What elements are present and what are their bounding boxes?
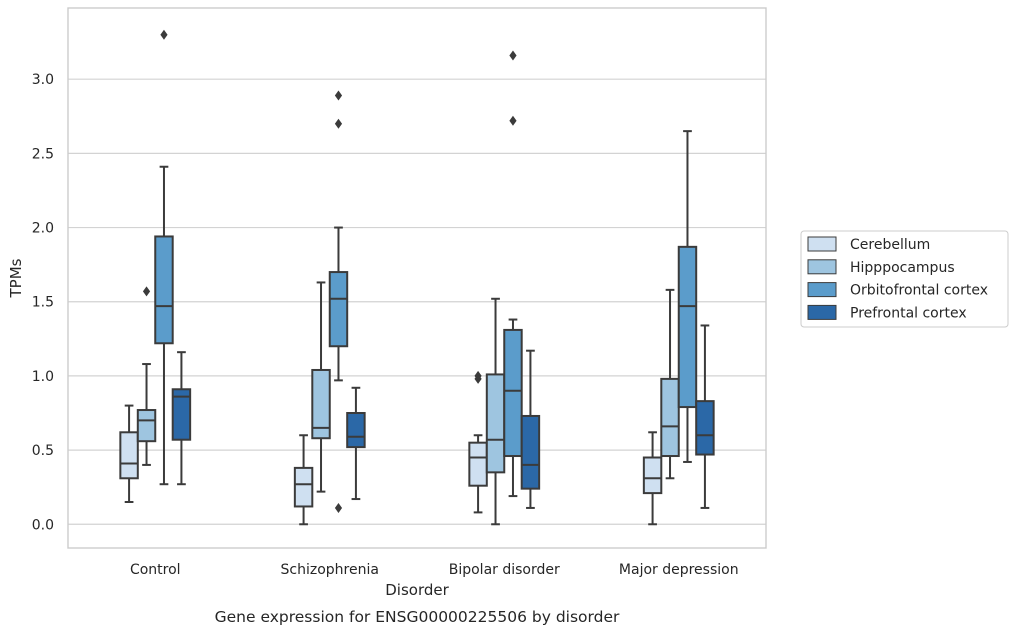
- box-body: [171, 388, 192, 441]
- box-body: [520, 414, 541, 490]
- legend-swatch: [807, 236, 837, 252]
- box-3-3: [695, 324, 715, 509]
- x-tick-label: Major depression: [619, 562, 739, 578]
- box-0-3: [642, 431, 663, 526]
- box-body: [346, 412, 366, 449]
- legend-item: Orbitofrontal cortex: [807, 282, 988, 299]
- x-axis-title: Disorder: [385, 581, 449, 599]
- x-tick-label: Schizophrenia: [281, 562, 379, 578]
- legend-swatch: [807, 259, 837, 275]
- box-1-2: [485, 297, 506, 526]
- box-body: [468, 441, 488, 487]
- outlier-point: [509, 115, 517, 126]
- legend-label: Prefrontal cortex: [850, 305, 967, 321]
- plot-area: [67, 7, 767, 549]
- y-tick-label: 0.0: [32, 517, 54, 533]
- legend-item: Cerebellum: [807, 236, 930, 253]
- box-2-3: [677, 130, 698, 463]
- y-gridlines: [68, 78, 766, 525]
- box-1-1: [311, 281, 331, 493]
- box-body: [154, 235, 174, 345]
- outlier-point: [334, 118, 343, 129]
- box-3-1: [346, 386, 366, 501]
- legend-frame: [800, 230, 1009, 328]
- y-axis-title: TPMs: [7, 258, 25, 298]
- outlier-point: [509, 50, 517, 61]
- legend-item: Prefrontal cortex: [807, 304, 967, 321]
- legend-label: Cerebellum: [850, 237, 930, 253]
- x-tick-label: Bipolar disorder: [449, 562, 560, 578]
- box-body: [503, 328, 523, 458]
- legend-item: Hipppocampus: [807, 259, 955, 276]
- outlier-point: [474, 370, 482, 381]
- box-1-0: [136, 286, 157, 466]
- y-tick-labels: 0.0 0.5 1.0 1.5 2.0 2.5 3.0: [32, 72, 54, 533]
- y-tick-label: 1.0: [32, 369, 54, 385]
- x-tick-label: Control: [130, 562, 181, 578]
- legend-label: Hipppocampus: [850, 260, 955, 276]
- outlier-point: [142, 286, 151, 297]
- box-0-0: [119, 404, 139, 504]
- box-body: [642, 456, 663, 495]
- y-tick-label: 2.0: [32, 221, 54, 237]
- box-2-2: [503, 50, 523, 498]
- box-body: [677, 245, 698, 409]
- outlier-point: [160, 29, 168, 40]
- y-tick-label: 3.0: [32, 72, 54, 88]
- box-0-1: [293, 434, 314, 526]
- legend-swatch: [807, 304, 837, 320]
- box-1-3: [660, 288, 680, 480]
- outlier-point: [334, 502, 343, 513]
- box-2-0: [154, 29, 174, 486]
- box-body: [136, 409, 157, 443]
- box-0-2: [468, 370, 488, 514]
- box-2-1: [328, 90, 349, 513]
- box-series: [119, 29, 715, 526]
- legend-swatch: [807, 282, 837, 298]
- chart-title: Gene expression for ENSG00000225506 by d…: [215, 608, 620, 626]
- box-body: [485, 373, 506, 474]
- box-body: [660, 377, 680, 458]
- box-body: [119, 431, 139, 480]
- legend: Cerebellum Hipppocampus Orbitofrontal cort…: [800, 230, 1009, 328]
- box-body: [695, 400, 715, 456]
- x-tick-labels: Control Schizophrenia Bipolar disorder Majo…: [130, 562, 739, 578]
- y-tick-label: 0.5: [32, 443, 54, 459]
- box-3-2: [520, 349, 541, 509]
- y-tick-label: 2.5: [32, 146, 54, 162]
- y-tick-label: 1.5: [32, 295, 54, 311]
- box-body: [311, 368, 331, 440]
- box-3-0: [171, 351, 192, 486]
- outlier-point: [334, 90, 343, 101]
- legend-label: Orbitofrontal cortex: [850, 283, 988, 299]
- box-body: [293, 466, 314, 508]
- box-body: [328, 271, 349, 348]
